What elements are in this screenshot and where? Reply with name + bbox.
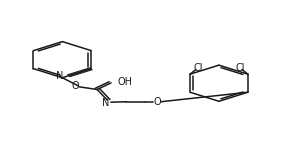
Text: Cl: Cl (194, 63, 203, 73)
Text: O: O (72, 81, 79, 91)
Text: N: N (102, 98, 110, 108)
Text: OH: OH (117, 77, 133, 87)
Text: N: N (56, 71, 64, 81)
Text: Cl: Cl (235, 63, 245, 73)
Text: O: O (153, 97, 161, 107)
